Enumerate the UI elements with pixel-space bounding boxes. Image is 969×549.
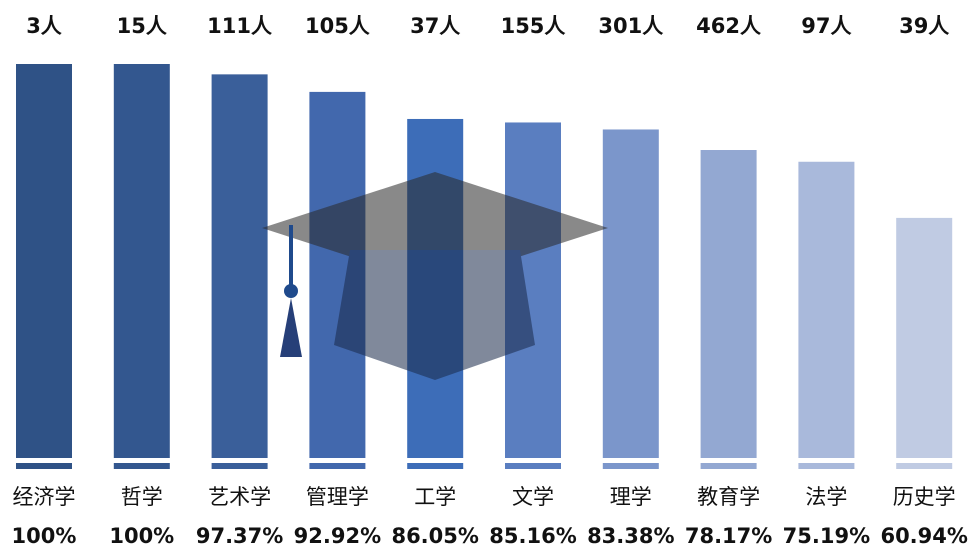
bar: [602, 129, 659, 459]
value-label: 97.37%: [196, 524, 283, 548]
count-label: 3人: [26, 14, 62, 38]
category-label: 法学: [805, 485, 847, 509]
count-label: 462人: [696, 14, 761, 38]
cap-board: [262, 172, 608, 284]
category-label: 工学: [414, 485, 456, 509]
category-label: 艺术学: [208, 485, 271, 509]
category-label: 理学: [610, 485, 652, 509]
bar-underline: [602, 463, 659, 469]
bar-underline: [700, 463, 757, 469]
value-label: 75.19%: [783, 524, 870, 548]
category-label: 哲学: [121, 485, 163, 509]
bar-underline: [896, 463, 953, 469]
bar-underline: [211, 463, 268, 469]
count-label: 97人: [801, 14, 851, 38]
value-label: 83.38%: [587, 524, 674, 548]
tassel-end: [280, 298, 302, 357]
count-label: 37人: [410, 14, 460, 38]
graduation-cap: [262, 172, 608, 380]
bar-underline: [16, 463, 72, 469]
count-label: 15人: [117, 14, 167, 38]
value-label: 60.94%: [880, 524, 967, 548]
category-label: 历史学: [893, 485, 956, 509]
bar: [798, 161, 855, 458]
bar-underline: [309, 463, 366, 469]
value-label: 86.05%: [391, 524, 478, 548]
value-label: 100%: [12, 524, 77, 548]
value-label: 78.17%: [685, 524, 772, 548]
bar: [211, 74, 268, 459]
count-label: 301人: [598, 14, 663, 38]
bar: [113, 64, 170, 458]
bar-underline: [407, 463, 464, 469]
category-label: 经济学: [13, 485, 76, 509]
value-label: 92.92%: [294, 524, 381, 548]
bar-underline: [505, 463, 561, 469]
bar: [700, 150, 757, 458]
tassel-knot: [284, 284, 298, 298]
bar-underline: [113, 463, 170, 469]
count-label: 105人: [305, 14, 370, 38]
value-label: 100%: [109, 524, 174, 548]
tassel: [280, 225, 302, 357]
count-label: 39人: [899, 14, 949, 38]
bar-underline: [798, 463, 855, 469]
category-label: 文学: [512, 485, 554, 509]
cap-body: [334, 250, 535, 380]
bar: [16, 64, 72, 458]
value-label: 85.16%: [489, 524, 576, 548]
count-label: 155人: [501, 14, 566, 38]
count-label: 111人: [207, 14, 272, 38]
bar: [896, 217, 953, 458]
category-label: 管理学: [306, 485, 369, 509]
category-label: 教育学: [697, 485, 760, 509]
